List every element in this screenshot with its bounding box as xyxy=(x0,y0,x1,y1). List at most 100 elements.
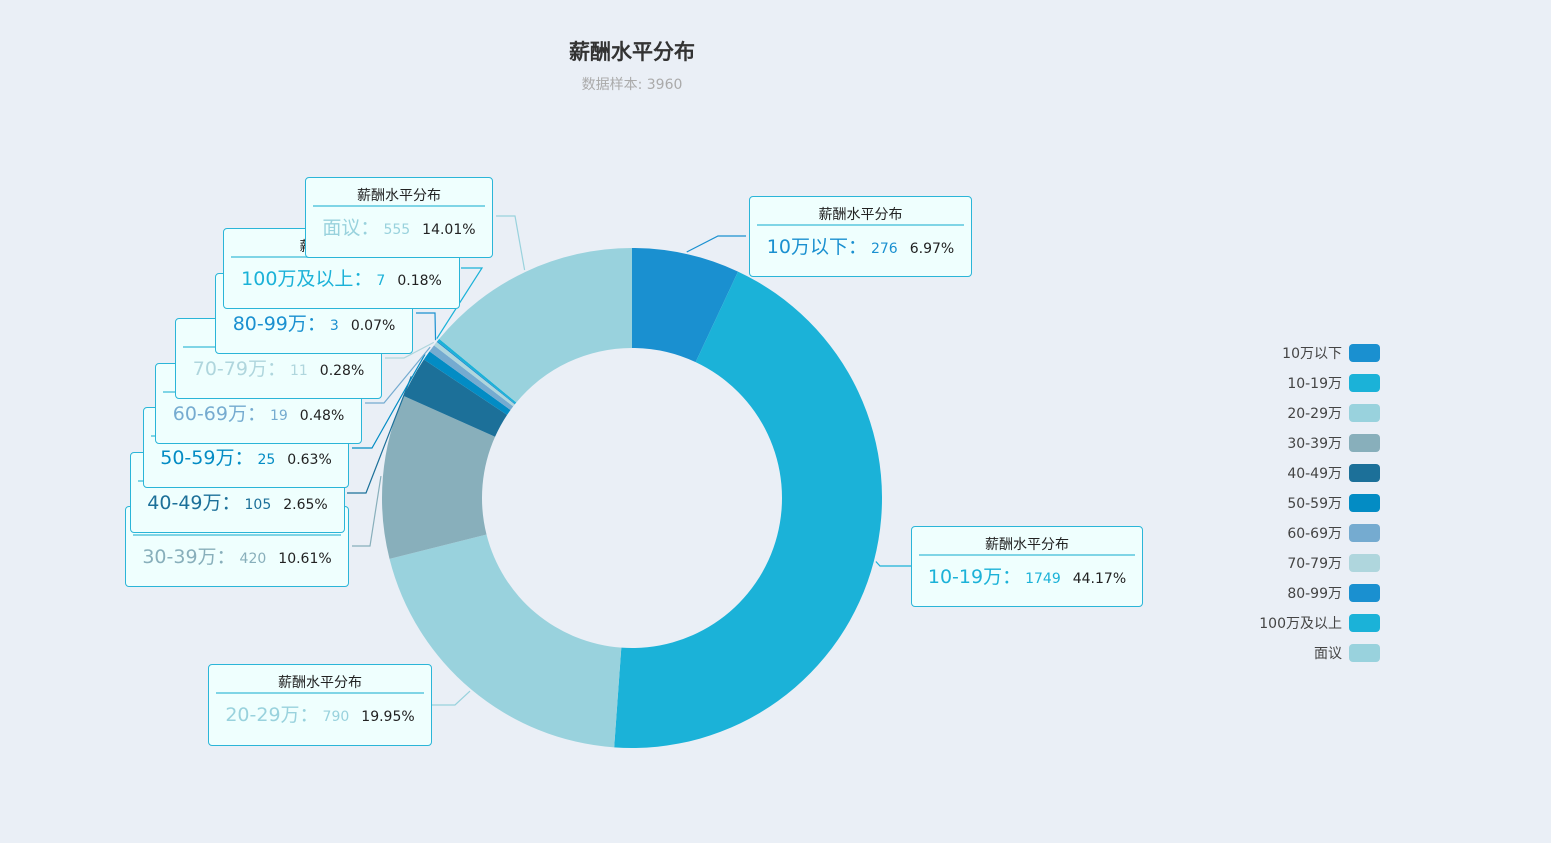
label-category: 10-19万： xyxy=(927,566,1022,588)
label-count: 790 xyxy=(322,709,350,725)
label-series-name: 薪酬水平分布 xyxy=(757,197,964,226)
legend-swatch-icon xyxy=(1349,434,1380,452)
leader-line xyxy=(436,267,484,339)
legend-item[interactable]: 40-49万 xyxy=(1230,458,1380,488)
legend-swatch-icon xyxy=(1349,404,1380,422)
leader-line xyxy=(686,235,746,253)
legend-swatch-icon xyxy=(1349,614,1380,632)
label-category: 60-69万： xyxy=(172,403,266,425)
label-count: 276 xyxy=(870,241,898,257)
chart-title: 薪酬水平分布 xyxy=(569,40,695,64)
label-category: 80-99万： xyxy=(232,313,326,335)
label-category: 20-29万： xyxy=(225,704,319,726)
label-percentage: 0.18% xyxy=(397,273,442,289)
legend-label: 80-99万 xyxy=(1287,586,1342,602)
leader-line xyxy=(496,215,526,271)
legend-label: 100万及以上 xyxy=(1259,616,1342,632)
slice-60-69万[interactable] xyxy=(429,345,514,411)
label-category: 100万及以上： xyxy=(241,268,373,290)
label-count: 25 xyxy=(257,452,276,468)
legend-swatch-icon xyxy=(1349,494,1380,512)
slice-50-59万[interactable] xyxy=(423,351,511,415)
legend-label: 60-69万 xyxy=(1287,526,1342,542)
slice-面议[interactable] xyxy=(439,248,632,403)
legend-item[interactable]: 10-19万 xyxy=(1230,368,1380,398)
legend-label: 10-19万 xyxy=(1287,376,1342,392)
label-leader-lines xyxy=(347,215,911,706)
label-percentage: 6.97% xyxy=(909,241,955,257)
legend-label: 面议 xyxy=(1314,646,1342,662)
slice-40-49万[interactable] xyxy=(403,359,508,437)
legend-item[interactable]: 30-39万 xyxy=(1230,428,1380,458)
slice-10万以下[interactable] xyxy=(632,248,739,363)
leader-line xyxy=(875,561,911,567)
label-percentage: 14.01% xyxy=(422,222,476,238)
label-values: 100万及以上： 7 0.18% xyxy=(230,258,453,291)
label-category: 50-59万： xyxy=(160,447,254,469)
legend-item[interactable]: 70-79万 xyxy=(1230,548,1380,578)
label-percentage: 0.28% xyxy=(319,363,365,379)
slice-20-29万[interactable] xyxy=(389,534,622,748)
legend-item[interactable]: 50-59万 xyxy=(1230,488,1380,518)
label-count: 420 xyxy=(239,551,267,567)
label-count: 1749 xyxy=(1025,571,1061,587)
label-values: 40-49万： 105 2.65% xyxy=(137,482,338,515)
legend-swatch-icon xyxy=(1349,644,1380,662)
legend-label: 10万以下 xyxy=(1282,346,1342,362)
legend-label: 50-59万 xyxy=(1287,496,1342,512)
label-values: 80-99万： 3 0.07% xyxy=(222,303,406,336)
label-values: 面议： 555 14.01% xyxy=(312,207,486,240)
legend-item[interactable]: 60-69万 xyxy=(1230,518,1380,548)
legend-item[interactable]: 20-29万 xyxy=(1230,398,1380,428)
legend-item[interactable]: 100万及以上 xyxy=(1230,608,1380,638)
label-category: 30-39万： xyxy=(142,546,236,568)
label-count: 105 xyxy=(244,497,272,513)
legend-swatch-icon xyxy=(1349,554,1380,572)
label-count: 19 xyxy=(269,408,288,424)
label-percentage: 0.48% xyxy=(299,408,345,424)
leader-line xyxy=(385,341,435,359)
legend-item[interactable]: 10万以下 xyxy=(1230,338,1380,368)
slice-80-99万[interactable] xyxy=(436,340,516,405)
label-values: 30-39万： 420 10.61% xyxy=(132,536,342,569)
legend-swatch-icon xyxy=(1349,344,1380,362)
label-percentage: 10.61% xyxy=(278,551,332,567)
slice-10-19万[interactable] xyxy=(614,271,883,749)
label-percentage: 19.95% xyxy=(361,709,415,725)
legend-item[interactable]: 80-99万 xyxy=(1230,578,1380,608)
legend-item[interactable]: 面议 xyxy=(1230,638,1380,668)
label-values: 20-29万： 790 19.95% xyxy=(215,694,425,727)
slice-30-39万[interactable] xyxy=(382,395,496,559)
label-values: 10-19万： 1749 44.17% xyxy=(918,556,1136,589)
label-percentage: 44.17% xyxy=(1072,571,1127,587)
slice-label-box: 薪酬水平分布 10万以下： 276 6.97% xyxy=(749,196,972,277)
label-count: 3 xyxy=(329,318,339,334)
legend-swatch-icon xyxy=(1349,374,1380,392)
slice-100万及以上[interactable] xyxy=(437,338,517,404)
legend-label: 20-29万 xyxy=(1287,406,1342,422)
legend-swatch-icon xyxy=(1349,584,1380,602)
slice-label-box: 薪酬水平分布 面议： 555 14.01% xyxy=(305,177,493,258)
legend-swatch-icon xyxy=(1349,464,1380,482)
leader-line xyxy=(352,475,382,547)
label-series-name: 薪酬水平分布 xyxy=(216,665,424,694)
label-category: 面议： xyxy=(322,217,380,239)
leader-line xyxy=(347,376,412,494)
legend-label: 40-49万 xyxy=(1287,466,1342,482)
label-values: 50-59万： 25 0.63% xyxy=(150,437,342,470)
leader-line xyxy=(352,353,426,449)
label-count: 11 xyxy=(289,363,308,379)
label-percentage: 0.07% xyxy=(350,318,396,334)
leader-line xyxy=(416,312,437,341)
chart-subtitle: 数据样本: 3960 xyxy=(581,77,683,93)
donut-slices xyxy=(382,248,883,749)
label-series-name: 薪酬水平分布 xyxy=(919,527,1135,556)
label-category: 40-49万： xyxy=(147,492,241,514)
legend-swatch-icon xyxy=(1349,524,1380,542)
slice-70-79万[interactable] xyxy=(434,341,515,407)
label-values: 60-69万： 19 0.48% xyxy=(162,393,355,426)
label-category: 70-79万： xyxy=(192,358,286,380)
slice-label-box: 薪酬水平分布 20-29万： 790 19.95% xyxy=(208,664,432,746)
label-values: 70-79万： 11 0.28% xyxy=(182,348,375,381)
